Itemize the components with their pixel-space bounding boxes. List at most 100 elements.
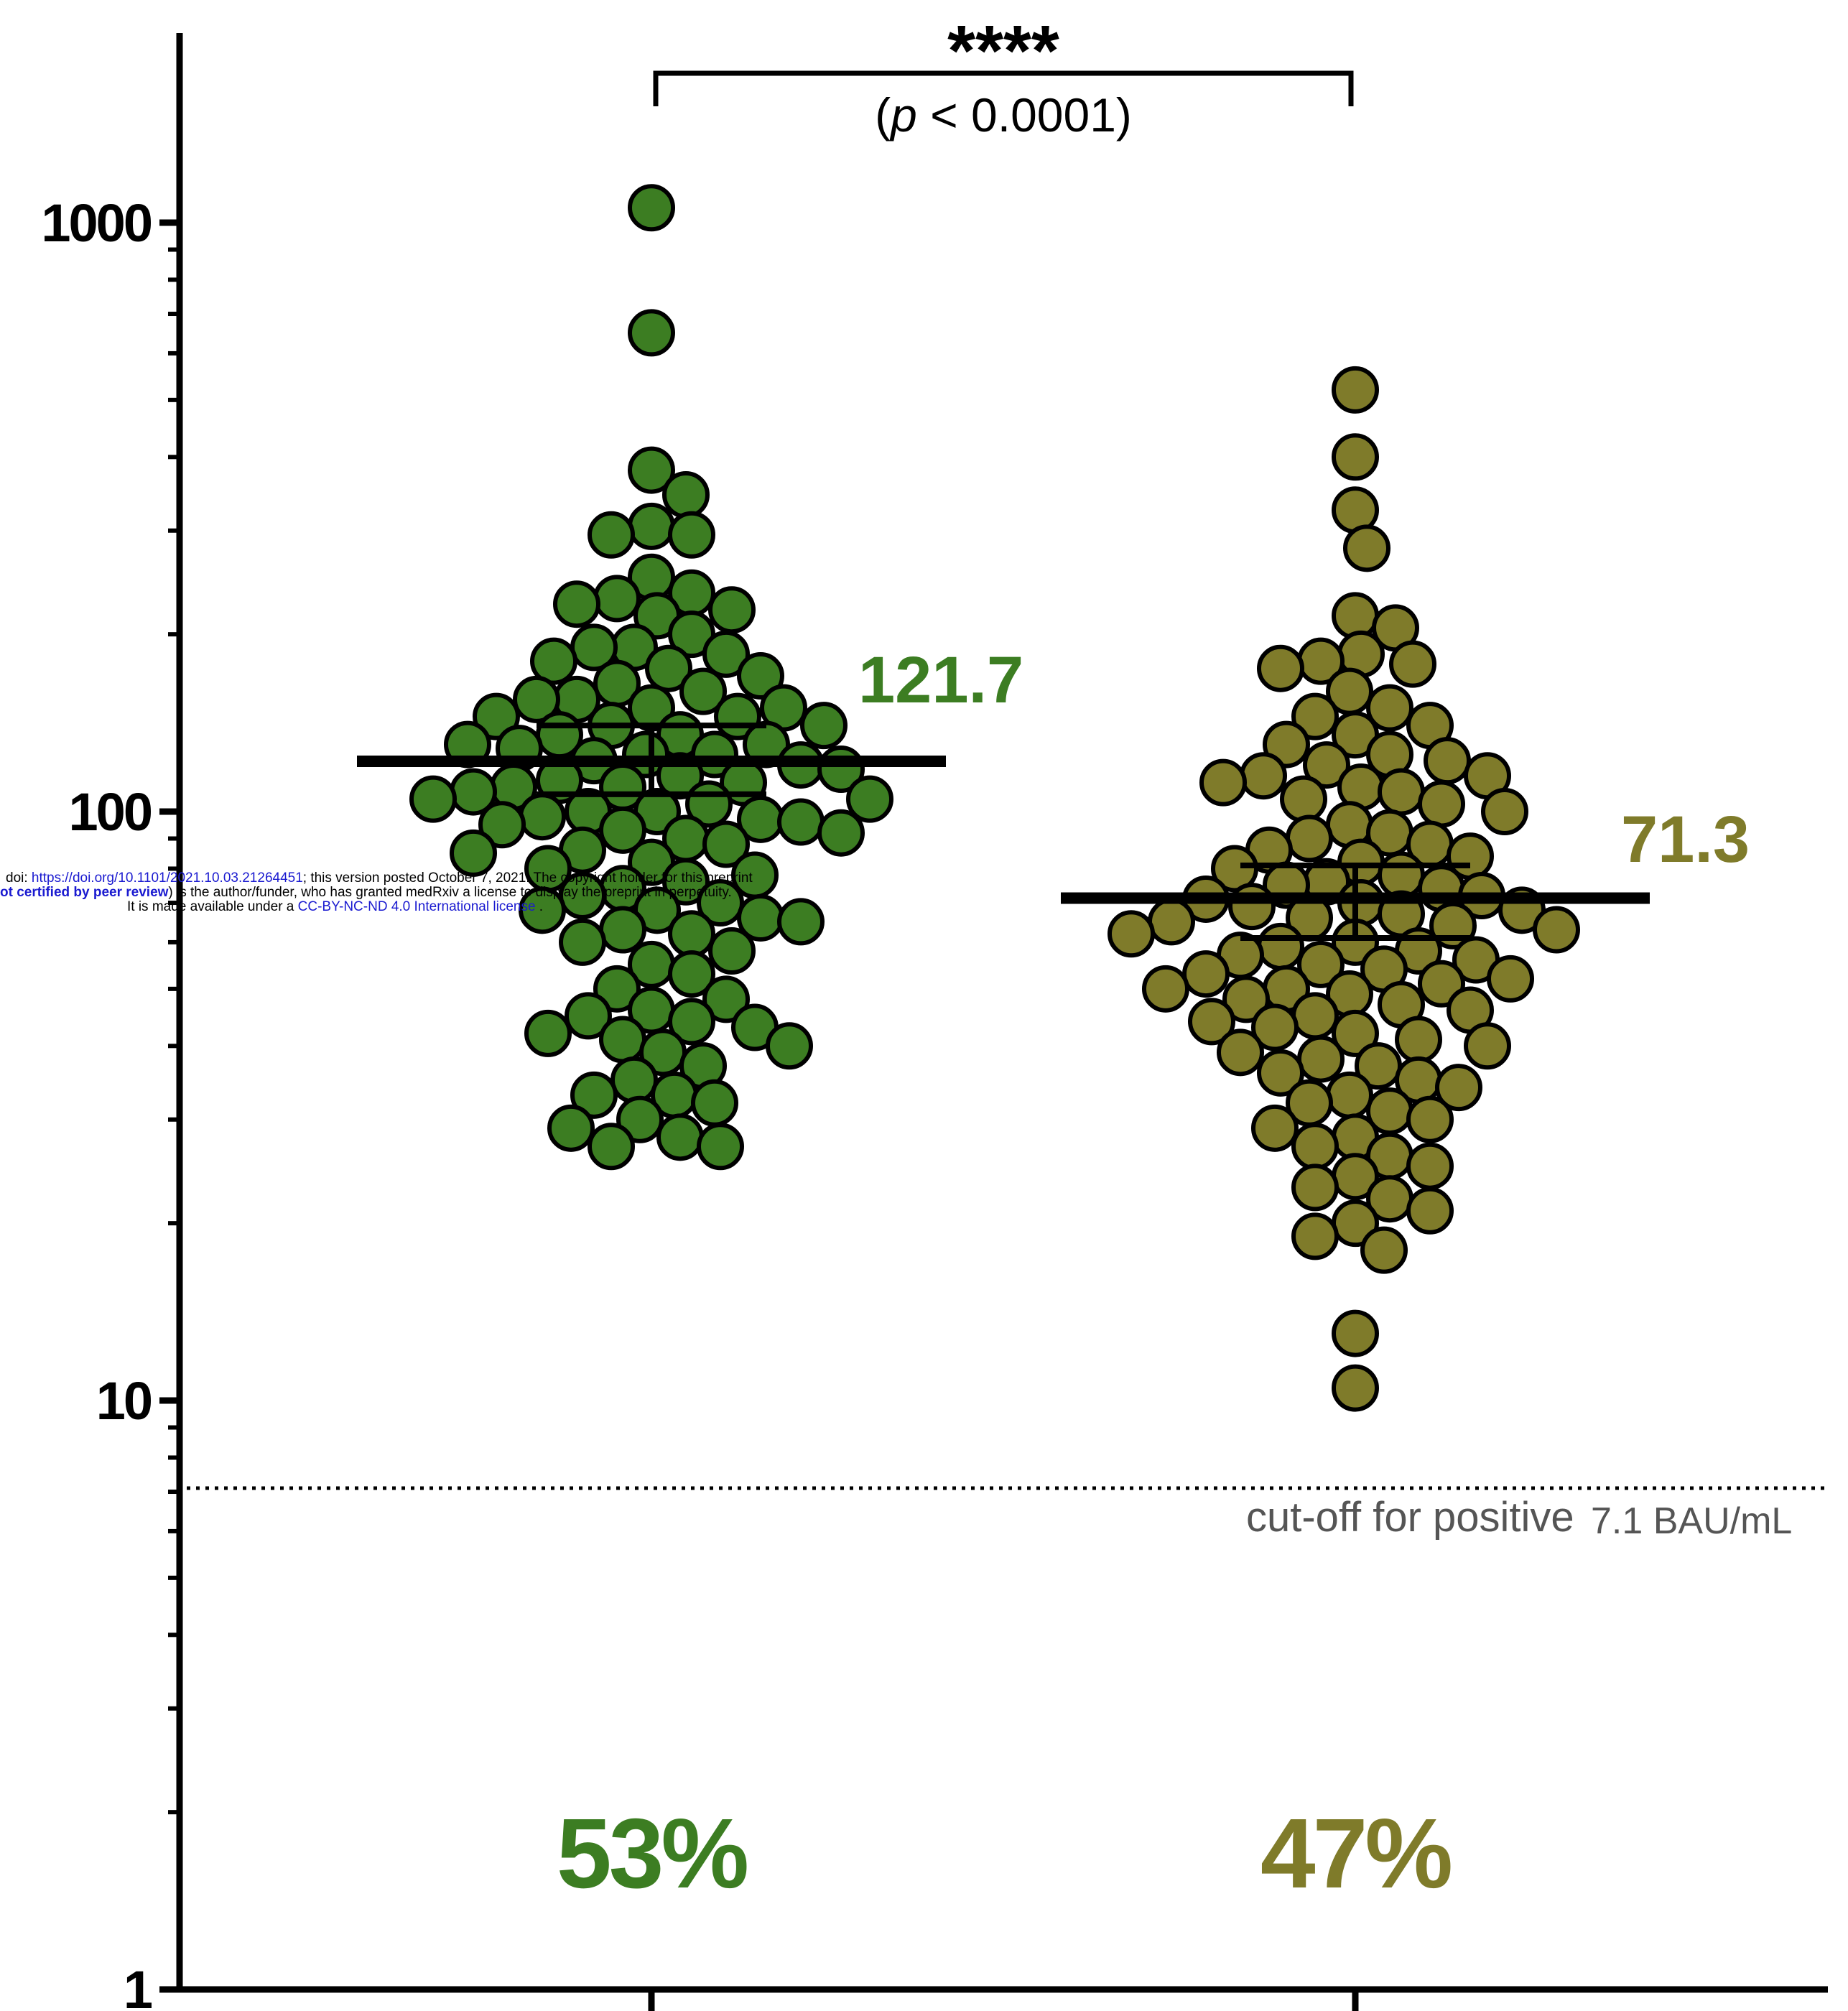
data-point	[450, 829, 497, 877]
data-point	[588, 1123, 635, 1171]
watermark-line-3: It is made available under a CC-BY-NC-ND…	[127, 899, 543, 915]
watermark-doi-prefix: doi:	[6, 870, 32, 886]
data-point	[679, 667, 727, 715]
data-point	[519, 886, 566, 934]
watermark-peer-review-text: ot certified by peer review	[0, 885, 169, 900]
data-point	[1332, 1309, 1379, 1357]
data-point	[1406, 1095, 1454, 1143]
watermark-copyright-text: ; this version posted October 7, 2021. T…	[302, 870, 753, 886]
data-point	[846, 775, 893, 823]
data-point	[656, 1113, 704, 1161]
data-point	[524, 1009, 572, 1057]
data-point	[777, 898, 825, 946]
data-point	[553, 580, 600, 628]
data-point	[628, 446, 675, 494]
data-point	[588, 511, 635, 559]
data-point	[599, 906, 646, 954]
data-point	[691, 1079, 738, 1127]
y-tick-label: 100	[69, 782, 152, 842]
data-point	[628, 502, 675, 550]
percent-label-group-1: 53%	[557, 1798, 747, 1909]
data-point	[1389, 640, 1436, 688]
data-point	[599, 806, 646, 854]
data-point	[1464, 1022, 1511, 1070]
data-point	[1257, 1049, 1304, 1097]
data-point	[766, 1022, 813, 1070]
data-point	[519, 793, 566, 841]
data-point	[1297, 940, 1345, 988]
data-point	[1343, 524, 1390, 572]
data-point	[1291, 1212, 1339, 1260]
data-point	[1418, 960, 1465, 1008]
data-point	[708, 586, 756, 634]
data-point	[662, 858, 710, 906]
data-point	[565, 992, 612, 1040]
data-point	[1378, 851, 1425, 899]
p-value-label: (p < 0.0001)	[875, 88, 1132, 141]
watermark-license-text: ) is the author/funder, who has granted …	[168, 885, 732, 900]
data-point	[1222, 975, 1270, 1023]
data-point	[1424, 737, 1471, 785]
data-point	[1360, 1226, 1408, 1274]
data-point	[1199, 758, 1247, 807]
significance-bracket-line	[653, 70, 1354, 106]
data-point	[1291, 1123, 1339, 1171]
y-tick-label: 1	[124, 1960, 152, 2011]
axes: 1 10 100 1000	[41, 33, 1828, 2011]
cutoff-line-group: cut-off for positive 7.1 BAU/mL	[187, 1486, 1828, 1542]
data-point	[593, 965, 641, 1013]
data-point	[668, 998, 715, 1046]
data-point	[662, 470, 710, 519]
watermark-period: .	[535, 899, 544, 914]
group-labels: 121.7 71.3 53% 47%	[557, 644, 1750, 1909]
data-point	[697, 879, 744, 927]
data-point	[1406, 1142, 1454, 1190]
data-point	[1332, 1364, 1379, 1412]
p-value-prefix: (	[875, 88, 891, 141]
data-point	[1257, 922, 1304, 970]
cutoff-value-label: 7.1 BAU/mL	[1591, 1500, 1792, 1542]
data-point	[1303, 741, 1350, 789]
significance-bracket: **** (p < 0.0001)	[653, 11, 1354, 141]
significance-stars: ****	[947, 11, 1059, 91]
data-point	[559, 918, 606, 966]
cutoff-label-text: cut-off for positive	[1246, 1494, 1574, 1541]
data-point	[1291, 992, 1339, 1040]
data-point	[478, 801, 526, 849]
data-point	[1182, 950, 1230, 998]
data-point	[708, 926, 756, 975]
median-bars	[357, 723, 1650, 942]
watermark-available-text: It is made available under a	[127, 899, 298, 914]
watermark-doi-link[interactable]: https://doi.org/10.1101/2021.10.03.21264…	[31, 870, 303, 886]
data-point	[1487, 955, 1534, 1003]
data-point	[1251, 1003, 1299, 1051]
data-point	[628, 309, 675, 357]
data-point	[513, 675, 560, 723]
data-point	[697, 1123, 744, 1171]
data-point	[1142, 965, 1189, 1013]
data-point	[1108, 910, 1155, 958]
data-point	[547, 1104, 595, 1152]
data-point	[1217, 1028, 1264, 1077]
median-label-group-1: 121.7	[858, 644, 1023, 717]
data-point	[1418, 780, 1465, 828]
data-point	[1148, 898, 1195, 946]
p-value-symbol: p	[889, 88, 917, 141]
data-point	[1211, 845, 1258, 893]
data-point	[1263, 720, 1310, 768]
data-point	[1332, 1009, 1379, 1057]
data-point	[817, 809, 865, 857]
data-point	[1481, 788, 1528, 835]
data-point	[777, 798, 825, 846]
data-point	[1297, 1035, 1345, 1083]
data-point	[1291, 692, 1339, 740]
data-point	[702, 975, 750, 1023]
data-point	[1366, 684, 1413, 732]
watermark-cc-license-link[interactable]: CC-BY-NC-ND 4.0 International license	[297, 899, 536, 914]
data-point	[409, 775, 457, 823]
data-point	[1286, 814, 1333, 863]
data-point	[1228, 883, 1276, 931]
data-point	[593, 575, 641, 623]
data-point	[473, 692, 520, 740]
